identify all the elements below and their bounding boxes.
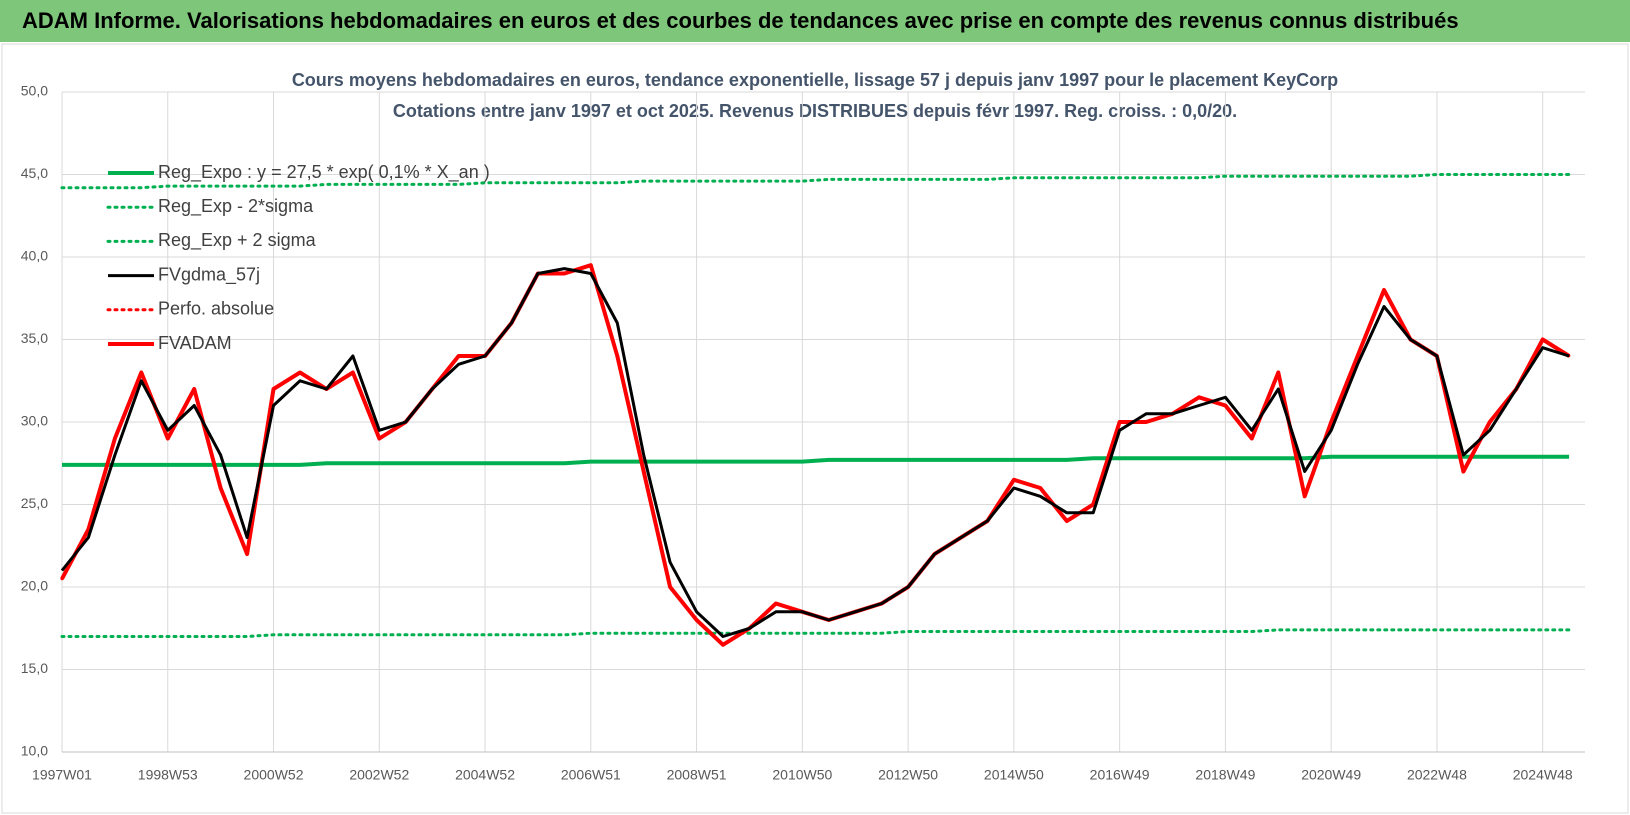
legend-label: Perfo. absolue — [158, 299, 274, 319]
y-tick-label: 15,0 — [21, 660, 48, 676]
y-tick-label: 40,0 — [21, 248, 48, 264]
y-tick-label: 10,0 — [21, 743, 48, 759]
legend-label: Reg_Exp - 2*sigma — [158, 196, 314, 217]
x-tick-label: 1997W01 — [32, 767, 92, 783]
chart: Cours moyens hebdomadaires en euros, ten… — [1, 43, 1629, 814]
y-tick-label: 45,0 — [21, 165, 48, 181]
y-tick-label: 50,0 — [21, 83, 48, 99]
x-tick-label: 2000W52 — [244, 767, 304, 783]
x-tick-label: 2008W51 — [667, 767, 727, 783]
x-tick-label: 2018W49 — [1195, 767, 1255, 783]
legend-label: Reg_Exp + 2 sigma — [158, 230, 317, 251]
legend-label: FVADAM — [158, 333, 232, 353]
x-tick-label: 2006W51 — [561, 767, 621, 783]
chart-subtitle: Cotations entre janv 1997 et oct 2025. R… — [393, 101, 1237, 121]
x-tick-label: 2010W50 — [772, 767, 832, 783]
x-tick-label: 2014W50 — [984, 767, 1044, 783]
series-line — [60, 628, 1571, 638]
y-tick-label: 30,0 — [21, 413, 48, 429]
header-title: ADAM Informe. Valorisations hebdomadaire… — [0, 0, 1630, 42]
x-tick-label: 2022W48 — [1407, 767, 1467, 783]
y-tick-label: 25,0 — [21, 495, 48, 511]
series-line — [60, 267, 1570, 638]
y-tick-label: 35,0 — [21, 330, 48, 346]
x-tick-label: 2024W48 — [1513, 767, 1573, 783]
series-line — [60, 173, 1571, 190]
x-tick-label: 2012W50 — [878, 767, 938, 783]
x-tick-label: 2002W52 — [349, 767, 409, 783]
chart-title: Cours moyens hebdomadaires en euros, ten… — [292, 70, 1338, 90]
legend-label: Reg_Expo : y = 27,5 * exp( 0,1% * X_an ) — [158, 162, 490, 183]
x-tick-label: 1998W53 — [138, 767, 198, 783]
series-line — [62, 454, 1570, 467]
legend-label: FVgdma_57j — [158, 264, 260, 285]
x-tick-label: 2020W49 — [1301, 767, 1361, 783]
y-tick-label: 20,0 — [21, 578, 48, 594]
x-tick-label: 2016W49 — [1090, 767, 1150, 783]
chart-frame — [1, 43, 1629, 814]
x-tick-label: 2004W52 — [455, 767, 515, 783]
